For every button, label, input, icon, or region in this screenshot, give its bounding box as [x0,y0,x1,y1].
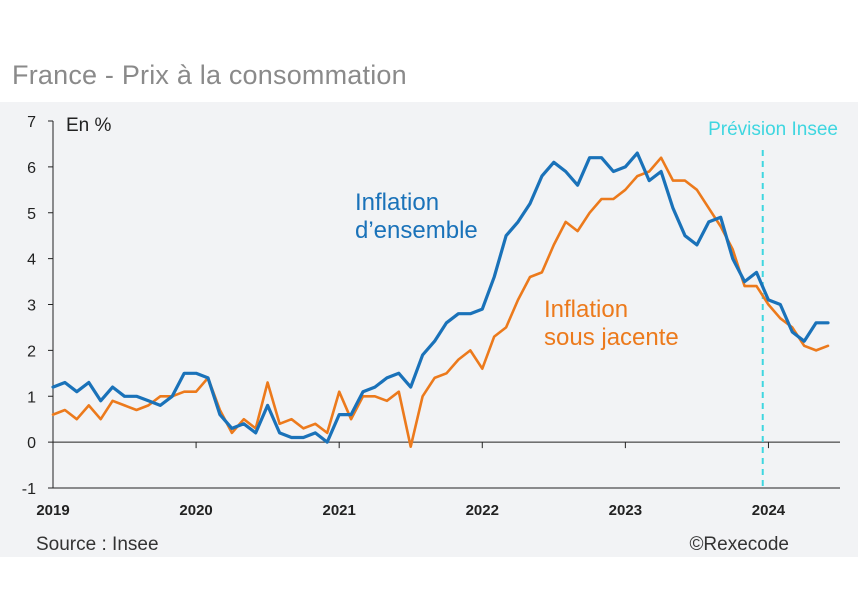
page-title: France - Prix à la consommation [12,60,407,90]
y-tick-label: -1 [22,481,36,498]
series-line-sous_jacente [51,156,830,449]
x-tick-label: 2022 [466,502,499,519]
series-line-ensemble [51,151,830,444]
chart: -1 0 1 2 3 4 5 6 7 2019 2020 2021 2022 2023 2024 Prévi… [22,114,840,555]
y-tick-label: 5 [27,206,36,223]
series-label-line: Inflation [544,296,628,323]
series-label-line: sous jacente [544,324,679,351]
x-tick-label: 2019 [36,502,69,519]
x-tick-label: 2024 [752,502,786,519]
chart-panel: -1 0 1 2 3 4 5 6 7 2019 2020 2021 2022 2023 2024 Prévi… [0,102,858,557]
axes-group: -1 0 1 2 3 4 5 6 7 2019 2020 2021 2022 2023 2024 [22,114,840,519]
y-tick-label: 6 [27,160,36,177]
x-tick-label: 2020 [179,502,212,519]
series-label-line: Inflation [355,189,439,216]
y-tick-label: 4 [27,252,36,269]
credit-text: ©Rexecode [689,534,789,555]
y-tick-label: 2 [27,343,36,360]
forecast-label: Prévision Insee [708,119,838,140]
y-tick-label: 0 [27,435,36,452]
series-label-ensemble: Inflation d’ensemble [355,189,478,244]
unit-label: En % [66,115,112,136]
series-label-sous_jacente: Inflation sous jacente [544,296,679,351]
source-text: Source : Insee [36,534,159,555]
forecast-group: Prévision Insee [708,119,838,488]
y-tick-label: 1 [27,389,36,406]
series-label-line: d’ensemble [355,217,478,244]
x-tick-label: 2021 [322,502,355,519]
x-tick-label: 2023 [609,502,642,519]
y-tick-label: 3 [27,298,36,315]
y-tick-label: 7 [27,114,36,131]
series-group [51,151,830,449]
